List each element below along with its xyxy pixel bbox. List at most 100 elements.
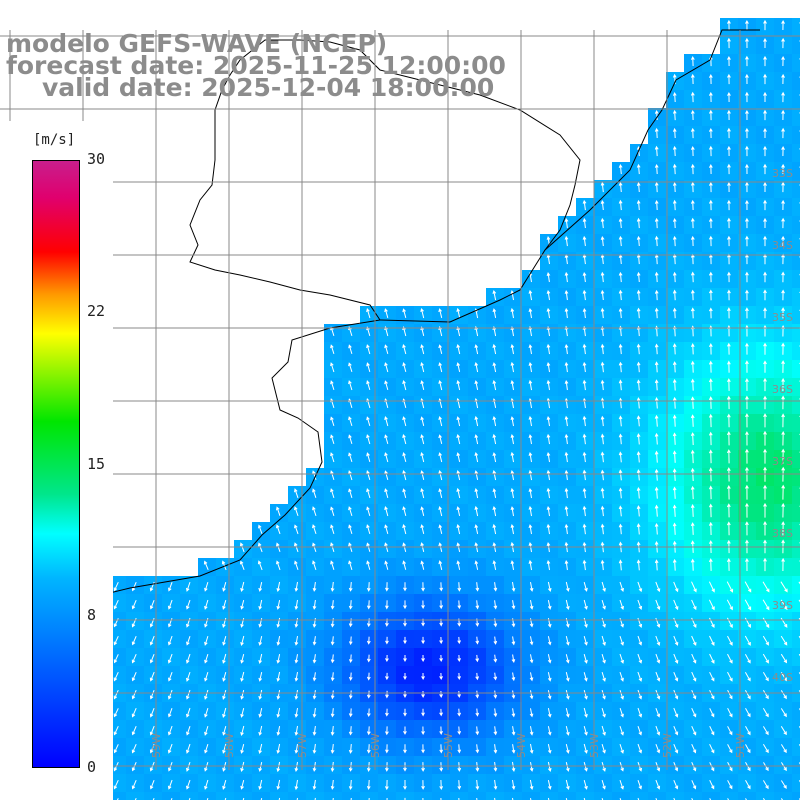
wind-arrow xyxy=(330,600,335,610)
wind-arrow xyxy=(564,379,569,391)
wind-arrow xyxy=(494,797,496,800)
field-cell xyxy=(450,792,468,800)
wind-arrow xyxy=(294,560,299,570)
wind-arrow xyxy=(618,181,623,193)
wind-arrow xyxy=(763,413,767,428)
wind-arrow xyxy=(673,780,679,790)
wind-arrow xyxy=(131,780,137,790)
wind-arrow xyxy=(330,708,335,718)
wind-arrow xyxy=(113,744,119,754)
wind-arrow xyxy=(654,235,659,247)
wind-arrow xyxy=(366,307,371,319)
wind-arrow xyxy=(690,522,695,535)
wind-arrow xyxy=(113,654,119,664)
wind-arrow xyxy=(745,163,749,175)
wind-arrow xyxy=(564,487,569,499)
wind-arrow xyxy=(131,708,137,718)
field-cell xyxy=(792,414,800,432)
wind-arrow xyxy=(384,488,389,499)
wind-arrow xyxy=(258,581,263,592)
wind-arrow xyxy=(726,558,731,571)
wind-arrow xyxy=(745,360,749,373)
lat-label: 37S xyxy=(772,455,793,468)
wind-speed-field xyxy=(0,18,800,800)
wind-arrow xyxy=(420,487,425,499)
wind-arrow xyxy=(511,582,516,592)
wind-arrow xyxy=(727,181,731,193)
wind-arrow xyxy=(529,690,534,700)
wind-arrow xyxy=(583,599,588,610)
wind-arrow xyxy=(672,486,677,499)
wind-arrow xyxy=(618,379,623,391)
wind-arrow xyxy=(601,689,606,700)
wind-arrow xyxy=(727,19,731,31)
wind-arrow xyxy=(402,416,407,427)
wind-arrow xyxy=(348,380,353,391)
wind-arrow xyxy=(402,452,407,463)
wind-arrow xyxy=(420,380,425,391)
wind-arrow xyxy=(510,451,515,463)
wind-arrow xyxy=(655,599,661,611)
wind-arrow xyxy=(583,725,588,736)
wind-arrow xyxy=(745,395,749,410)
wind-arrow xyxy=(402,308,407,319)
wind-arrow xyxy=(366,380,371,391)
wind-arrow xyxy=(294,581,299,592)
wind-arrow xyxy=(672,414,677,427)
wind-arrow xyxy=(583,635,588,646)
wind-arrow xyxy=(619,581,624,593)
wind-arrow xyxy=(149,744,155,754)
field-cell xyxy=(414,792,432,800)
wind-arrow xyxy=(763,271,767,283)
wind-arrow xyxy=(510,487,515,499)
field-cell xyxy=(432,792,450,800)
wind-arrow xyxy=(420,434,425,445)
wind-arrow xyxy=(439,690,443,699)
wind-arrow xyxy=(690,396,695,409)
wind-arrow xyxy=(636,199,641,211)
wind-arrow xyxy=(439,636,443,645)
wind-arrow xyxy=(366,506,371,517)
wind-arrow xyxy=(438,542,443,553)
wind-arrow xyxy=(565,743,570,754)
wind-arrow xyxy=(421,690,425,699)
wind-arrow xyxy=(763,181,767,192)
wind-arrow xyxy=(438,362,443,373)
wind-arrow xyxy=(222,635,227,646)
wind-arrow xyxy=(493,654,498,663)
wind-arrow xyxy=(258,725,263,736)
wind-arrow xyxy=(762,617,770,629)
wind-arrow xyxy=(600,433,605,445)
wind-arrow xyxy=(781,55,785,67)
field-cell xyxy=(792,432,800,450)
wind-arrow xyxy=(546,487,551,499)
field-cell xyxy=(486,792,504,800)
wind-arrow xyxy=(420,451,425,463)
wind-arrow xyxy=(493,726,498,736)
wind-arrow xyxy=(439,744,444,754)
wind-arrow xyxy=(149,725,155,736)
wind-arrow xyxy=(781,448,786,464)
field-cell xyxy=(162,792,180,800)
wind-arrow xyxy=(186,726,191,736)
wind-arrow xyxy=(655,671,661,682)
wind-arrow xyxy=(384,779,389,791)
wind-arrow xyxy=(492,452,497,463)
wind-arrow xyxy=(745,484,749,500)
wind-arrow xyxy=(763,19,767,31)
wind-arrow xyxy=(745,127,749,139)
wind-arrow xyxy=(672,343,677,355)
wind-arrow xyxy=(546,415,551,427)
wind-arrow xyxy=(384,415,389,427)
wind-arrow xyxy=(421,744,425,754)
wind-arrow xyxy=(366,487,371,499)
wind-arrow xyxy=(690,199,695,211)
wind-arrow xyxy=(780,744,787,754)
wind-arrow xyxy=(547,743,552,754)
wind-arrow xyxy=(708,235,713,247)
wind-arrow xyxy=(708,360,713,373)
wind-arrow xyxy=(258,743,263,755)
field-cell xyxy=(792,756,800,774)
wind-arrow xyxy=(385,708,389,717)
wind-arrow xyxy=(421,726,425,736)
